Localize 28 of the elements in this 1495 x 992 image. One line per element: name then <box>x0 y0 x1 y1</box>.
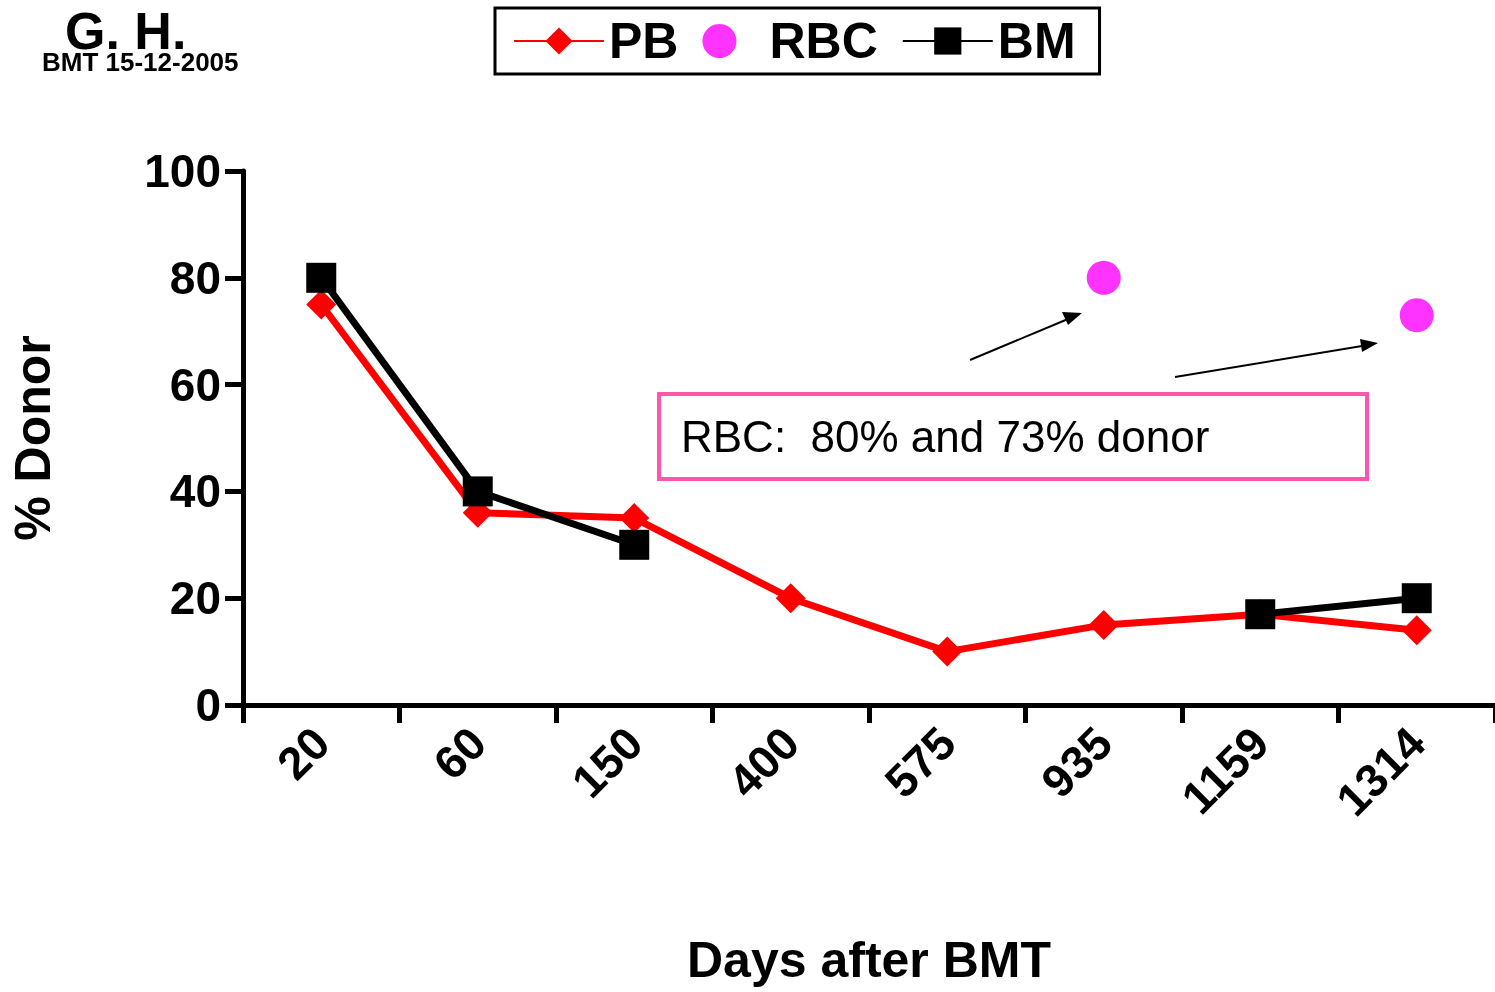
legend-label: PB <box>609 13 679 69</box>
y-tick-label: 40 <box>169 465 221 518</box>
y-tick-label: 80 <box>169 251 221 304</box>
point <box>1088 609 1119 640</box>
point <box>932 636 963 667</box>
legend-label: RBC <box>769 13 878 69</box>
x-tick-label: 935 <box>1031 716 1123 808</box>
x-tick-label: 60 <box>423 716 497 790</box>
x-tick-label: 400 <box>718 716 810 808</box>
y-tick-label: 60 <box>169 358 221 411</box>
point <box>1399 298 1434 333</box>
y-tick-label: 0 <box>195 679 221 731</box>
point <box>462 476 493 507</box>
y-axis-title: % Donor <box>5 335 61 541</box>
x-tick-label: 150 <box>561 716 653 808</box>
point <box>1401 583 1432 614</box>
annotation: RBC: 80% and 73% donor <box>657 392 1369 481</box>
x-tick-label: 20 <box>266 716 340 790</box>
point <box>619 529 650 560</box>
point <box>1086 260 1121 295</box>
point <box>1401 615 1432 646</box>
point <box>775 583 806 614</box>
point <box>306 262 337 293</box>
y-tick-label: 20 <box>169 572 221 625</box>
legend-label: BM <box>997 13 1076 69</box>
x-axis-title: Days after BMT <box>687 932 1051 988</box>
y-tick-label: 100 <box>144 145 221 197</box>
x-tick-label: 575 <box>874 716 966 808</box>
